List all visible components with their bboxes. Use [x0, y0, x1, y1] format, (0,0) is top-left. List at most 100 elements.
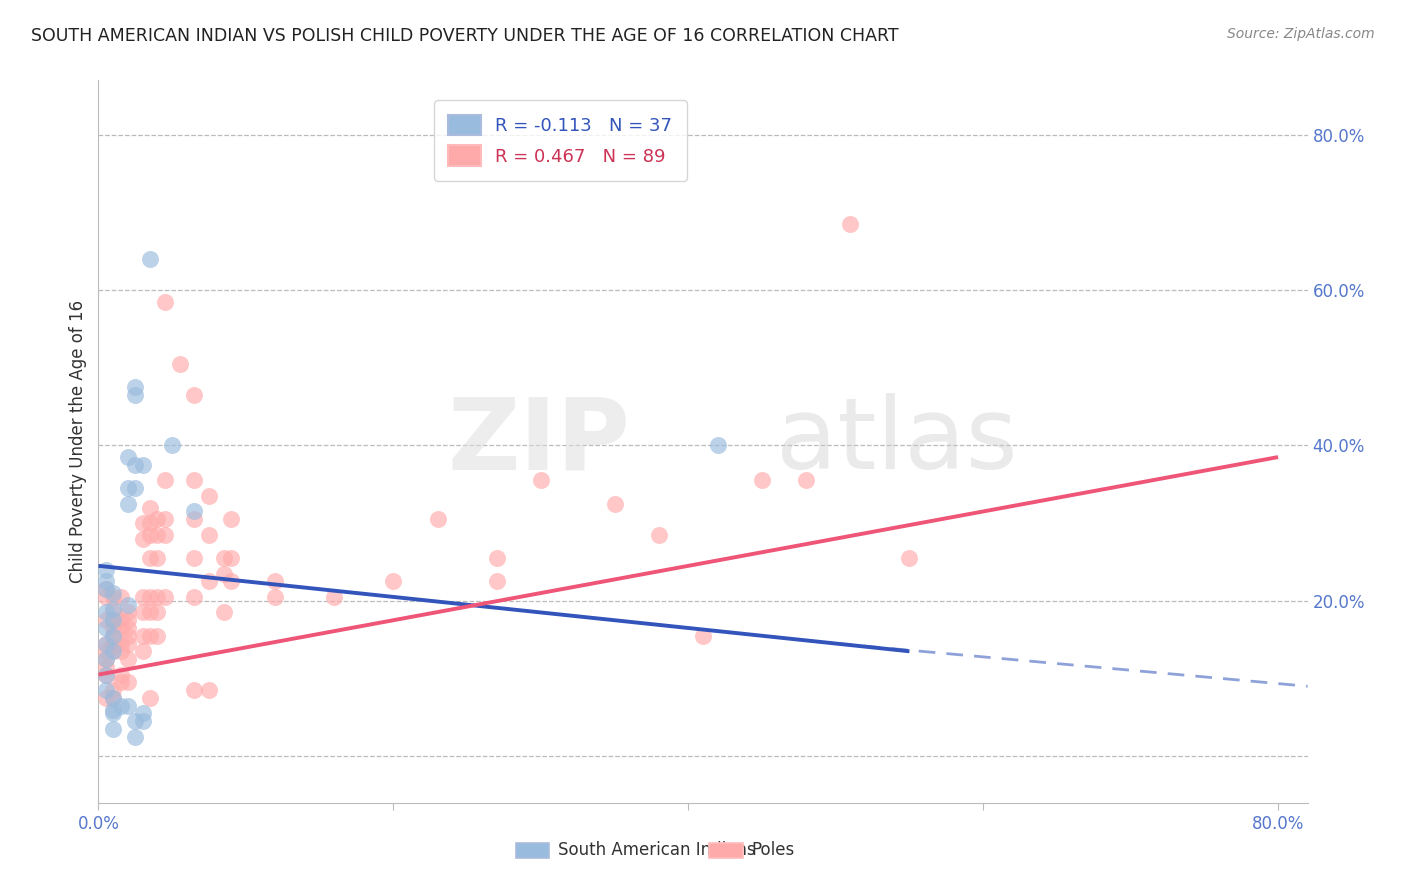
Point	[794, 474, 817, 488]
Point	[101, 690, 124, 705]
Point	[101, 621, 124, 635]
Point	[101, 683, 124, 698]
Point	[139, 629, 162, 643]
Point	[751, 474, 773, 488]
Point	[212, 551, 235, 566]
Point	[124, 481, 146, 495]
Point	[219, 574, 242, 589]
Point	[898, 551, 921, 566]
Point	[110, 698, 132, 713]
Point	[198, 683, 221, 698]
Text: Source: ZipAtlas.com: Source: ZipAtlas.com	[1227, 27, 1375, 41]
Point	[124, 388, 146, 402]
Point	[139, 528, 162, 542]
Point	[264, 574, 287, 589]
Point	[117, 621, 139, 635]
Point	[139, 551, 162, 566]
Text: South American Indians: South American Indians	[558, 841, 755, 859]
Point	[101, 722, 124, 736]
Point	[131, 629, 153, 643]
Point	[101, 644, 124, 658]
Point	[117, 481, 139, 495]
Text: Poles: Poles	[751, 841, 794, 859]
Point	[101, 613, 124, 627]
Point	[160, 438, 183, 452]
Point	[101, 636, 124, 650]
Point	[323, 590, 346, 604]
Point	[530, 474, 553, 488]
Point	[146, 606, 169, 620]
Point	[198, 574, 221, 589]
Point	[839, 217, 862, 231]
Point	[101, 586, 124, 600]
Point	[131, 606, 153, 620]
Point	[101, 644, 124, 658]
Point	[153, 474, 176, 488]
Point	[101, 690, 124, 705]
Point	[426, 512, 449, 526]
Point	[153, 512, 176, 526]
Point	[183, 388, 205, 402]
Point	[117, 497, 139, 511]
Point	[139, 690, 162, 705]
Point	[183, 512, 205, 526]
Point	[117, 598, 139, 612]
Point	[139, 516, 162, 530]
Text: atlas: atlas	[776, 393, 1017, 490]
Point	[117, 675, 139, 690]
Point	[110, 590, 132, 604]
Point	[692, 629, 714, 643]
Legend: R = -0.113   N = 37, R = 0.467   N = 89: R = -0.113 N = 37, R = 0.467 N = 89	[434, 100, 686, 181]
FancyBboxPatch shape	[516, 843, 550, 858]
Point	[110, 667, 132, 681]
Point	[117, 450, 139, 464]
Point	[101, 613, 124, 627]
Point	[219, 551, 242, 566]
Point	[94, 660, 117, 674]
Point	[94, 621, 117, 635]
Point	[212, 606, 235, 620]
Point	[131, 706, 153, 721]
Point	[131, 532, 153, 546]
Point	[153, 294, 176, 309]
Point	[101, 706, 124, 721]
Point	[153, 528, 176, 542]
Point	[101, 606, 124, 620]
Point	[110, 636, 132, 650]
Text: ZIP: ZIP	[447, 393, 630, 490]
Point	[485, 574, 508, 589]
Point	[110, 644, 132, 658]
Point	[124, 714, 146, 729]
Point	[131, 590, 153, 604]
Point	[117, 652, 139, 666]
Point	[183, 504, 205, 518]
Point	[139, 606, 162, 620]
Point	[94, 690, 117, 705]
Point	[183, 551, 205, 566]
Point	[117, 629, 139, 643]
Point	[146, 551, 169, 566]
Point	[94, 636, 117, 650]
Point	[603, 497, 626, 511]
Point	[212, 566, 235, 581]
Point	[131, 714, 153, 729]
Point	[146, 528, 169, 542]
Point	[110, 613, 132, 627]
Point	[117, 606, 139, 620]
Point	[139, 500, 162, 515]
Text: SOUTH AMERICAN INDIAN VS POLISH CHILD POVERTY UNDER THE AGE OF 16 CORRELATION CH: SOUTH AMERICAN INDIAN VS POLISH CHILD PO…	[31, 27, 898, 45]
Point	[101, 702, 124, 716]
Point	[706, 438, 728, 452]
Point	[183, 474, 205, 488]
Point	[117, 636, 139, 650]
Point	[94, 667, 117, 681]
Point	[183, 590, 205, 604]
Point	[101, 629, 124, 643]
Y-axis label: Child Poverty Under the Age of 16: Child Poverty Under the Age of 16	[69, 300, 87, 583]
Point	[146, 629, 169, 643]
Point	[94, 582, 117, 596]
Point	[169, 357, 191, 371]
Point	[124, 380, 146, 394]
Point	[94, 644, 117, 658]
Point	[94, 613, 117, 627]
